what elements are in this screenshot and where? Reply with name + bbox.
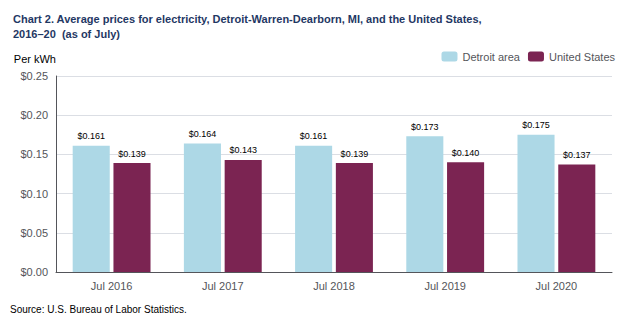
svg-text:Jul 2016: Jul 2016	[91, 280, 133, 292]
svg-text:$0.05: $0.05	[20, 227, 48, 239]
svg-text:United States: United States	[549, 51, 616, 63]
svg-text:$0.175: $0.175	[522, 120, 550, 130]
svg-text:$0.143: $0.143	[229, 145, 257, 155]
svg-text:Jul 2018: Jul 2018	[313, 280, 355, 292]
svg-text:$0.20: $0.20	[20, 109, 48, 121]
svg-text:Source: U.S. Bureau of Labor S: Source: U.S. Bureau of Labor Statistics.	[10, 304, 187, 315]
svg-text:$0.173: $0.173	[411, 122, 439, 132]
svg-text:Jul 2020: Jul 2020	[536, 280, 578, 292]
svg-text:$0.164: $0.164	[189, 129, 217, 139]
svg-text:$0.137: $0.137	[563, 150, 591, 160]
svg-text:Detroit area: Detroit area	[462, 51, 520, 63]
svg-text:Chart 2. Average prices for el: Chart 2. Average prices for electricity,…	[13, 13, 482, 25]
svg-text:$0.139: $0.139	[118, 149, 146, 159]
svg-text:Per kWh: Per kWh	[14, 53, 56, 65]
svg-text:$0.10: $0.10	[20, 188, 48, 200]
svg-text:$0.00: $0.00	[20, 266, 48, 278]
svg-text:Jul 2019: Jul 2019	[424, 280, 466, 292]
svg-text:Jul 2017: Jul 2017	[202, 280, 244, 292]
svg-text:$0.15: $0.15	[20, 148, 48, 160]
svg-text:$0.139: $0.139	[341, 149, 369, 159]
svg-text:2016–20 (as of July): 2016–20 (as of July)	[13, 28, 120, 40]
svg-text:$0.140: $0.140	[452, 148, 480, 158]
svg-text:$0.25: $0.25	[20, 70, 48, 82]
svg-text:$0.161: $0.161	[77, 131, 105, 141]
svg-text:$0.161: $0.161	[300, 131, 328, 141]
